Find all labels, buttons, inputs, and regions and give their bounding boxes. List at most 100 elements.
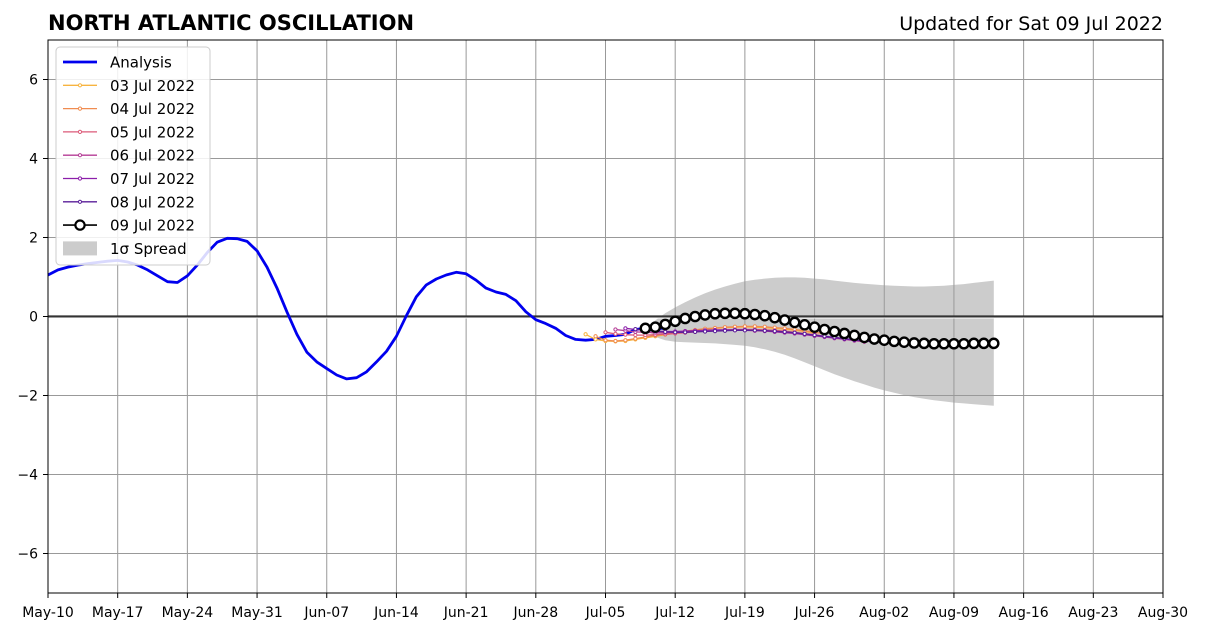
x-tick-label: May-10 — [22, 605, 74, 621]
forecast-point — [679, 312, 691, 325]
x-tick-label: Jun-07 — [303, 605, 349, 621]
forecast-point — [888, 335, 901, 348]
legend-marker — [77, 129, 83, 134]
legend-marker — [77, 106, 83, 111]
forecast-point — [818, 323, 831, 336]
x-tick-label: Jul-26 — [794, 605, 835, 621]
forecast-point — [978, 337, 990, 350]
legend-label: 05 Jul 2022 — [110, 123, 195, 141]
forecast-point — [802, 331, 807, 336]
forecast-point — [739, 307, 751, 320]
y-tick-label: −2 — [17, 389, 38, 405]
forecast-point — [613, 331, 618, 336]
forecast-point — [603, 338, 608, 343]
forecast-point — [898, 336, 910, 348]
y-tick-label: −4 — [17, 468, 38, 484]
forecast-point — [812, 332, 817, 338]
forecast-point — [692, 329, 698, 335]
forecast-point — [639, 322, 652, 335]
forecast-point — [918, 337, 930, 350]
forecast-point — [729, 307, 741, 320]
forecast-point — [828, 325, 841, 338]
legend-marker — [77, 199, 83, 204]
forecast-point — [603, 330, 608, 335]
forecast-point — [968, 337, 980, 350]
legend-label: 09 Jul 2022 — [110, 217, 195, 235]
forecast-point — [762, 328, 767, 333]
forecast-point — [772, 329, 777, 334]
legend-label: 08 Jul 2022 — [110, 193, 195, 211]
x-tick-label: Aug-30 — [1138, 605, 1188, 621]
forecast-point — [673, 330, 678, 335]
legend-label: 04 Jul 2022 — [110, 100, 195, 118]
forecast-point — [709, 307, 721, 320]
forecast-point — [778, 314, 791, 326]
forecast-point — [749, 308, 761, 321]
forecast-point — [732, 328, 738, 333]
forecast-point — [858, 331, 871, 344]
legend-marker — [74, 219, 86, 231]
x-tick-label: Jun-28 — [512, 605, 558, 621]
forecast-point — [702, 329, 708, 334]
forecast-point — [838, 327, 851, 340]
legend-marker — [77, 83, 83, 88]
forecast-point — [928, 337, 940, 350]
updated-label: Updated for Sat 09 Jul 2022 — [899, 13, 1163, 35]
x-tick-label: Jul-19 — [724, 605, 765, 621]
forecast-point — [742, 328, 747, 333]
x-tick-label: Aug-02 — [859, 605, 909, 621]
forecast-point — [712, 329, 718, 334]
legend-label: 03 Jul 2022 — [110, 77, 195, 95]
chart-title: NORTH ATLANTIC OSCILLATION — [48, 11, 414, 35]
forecast-point — [788, 316, 801, 329]
forecast-point — [593, 334, 598, 339]
x-tick-label: Aug-16 — [999, 605, 1049, 621]
forecast-point — [623, 338, 628, 343]
forecast-point — [633, 336, 638, 341]
x-tick-label: Aug-23 — [1068, 605, 1118, 621]
legend-box — [55, 46, 211, 266]
forecast-point — [689, 310, 701, 323]
forecast-point — [722, 328, 728, 333]
forecast-point — [808, 321, 821, 333]
forecast-point — [798, 318, 811, 331]
legend: Analysis 03 Jul 2022 04 Jul 2022 05 Jul 202… — [55, 46, 211, 266]
forecast-point — [633, 327, 638, 332]
y-tick-label: −6 — [17, 547, 38, 563]
legend-marker — [77, 176, 83, 181]
forecast-point — [768, 311, 781, 324]
legend-label: Analysis — [110, 54, 172, 72]
forecast-point — [792, 330, 797, 335]
forecast-point — [958, 337, 970, 350]
forecast-point — [623, 332, 628, 337]
y-tick-label: 6 — [29, 73, 38, 89]
forecast-point — [987, 337, 1000, 350]
legend-swatch — [63, 241, 97, 256]
forecast-point — [623, 326, 628, 331]
y-tick-label: 0 — [29, 310, 38, 326]
forecast-point — [758, 309, 771, 322]
forecast-point — [908, 337, 920, 349]
legend-label: 1σ Spread — [110, 240, 187, 258]
forecast-point — [938, 337, 950, 350]
forecast-point — [719, 307, 731, 320]
y-tick-label: 2 — [29, 231, 38, 247]
forecast-series — [639, 307, 1000, 350]
forecast-point — [663, 329, 668, 335]
forecast-point — [782, 329, 787, 335]
x-tick-label: Aug-09 — [929, 605, 979, 621]
x-tick-label: May-24 — [162, 605, 214, 621]
forecast-point — [868, 333, 881, 345]
forecast-point — [699, 309, 711, 321]
analysis-line — [47, 236, 666, 381]
x-tick-label: Jul-05 — [585, 605, 626, 621]
forecast-point — [948, 337, 960, 350]
forecast-point — [669, 315, 681, 328]
forecast-point — [848, 329, 861, 342]
forecast-point — [613, 327, 618, 332]
legend-label: 06 Jul 2022 — [110, 147, 195, 165]
forecast-point — [683, 330, 688, 335]
forecast-point — [649, 321, 662, 333]
x-tick-label: May-31 — [231, 605, 283, 621]
forecast-point — [752, 328, 757, 333]
